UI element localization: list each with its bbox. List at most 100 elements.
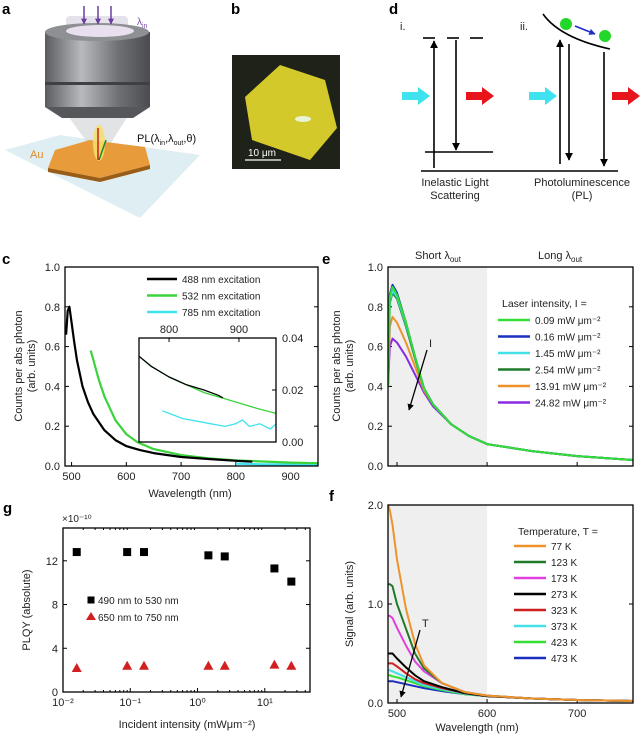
data-point-square [220,552,229,561]
relaxation-arrow-icon [574,25,596,35]
legend-label: 273 K [551,590,577,601]
x-tick-label: 600 [478,708,496,720]
data-point-square [287,577,296,586]
inset-series-line [161,410,276,430]
objective-tip [45,107,150,118]
carrier-icon [560,18,572,30]
legend-label: 473 K [551,654,577,665]
chart-c: 500 600 700 800 900 0.0 0.2 0.4 0.6 0.8 1.0 Wavelen… [13,262,319,500]
shaded-region [388,505,488,703]
plot-frame [64,266,319,467]
x-tick-label: 10⁻² [52,697,74,709]
x-axis-label: Wavelength (nm) [435,722,518,734]
y-tick-label: 0.0 [45,461,60,473]
legend-marker-triangle [86,612,96,620]
y-tick-label: 0.04 [282,333,303,345]
band-curve [542,13,611,50]
emitted-light-arrow-icon [612,87,640,105]
trend-arrow-icon [407,349,428,411]
legend-title: Laser intensity, I = [502,298,587,310]
panel-a-illustration: λin Au PL(λin,λout,θ) [5,6,200,218]
data-point-triangle [71,662,82,672]
chart-e: 0.0 0.2 0.4 0.6 0.8 1.0 Counts per abs photon(… [331,250,634,473]
x-tick-label: 10¹ [257,697,273,709]
laser-spot [295,116,311,122]
legend-label: 785 nm excitation [182,308,260,319]
diagram-ii-label: ii. [520,21,528,33]
pl-label: PL(λin,λout,θ) [137,133,196,147]
y-tick-label: 0.4 [45,381,60,393]
y-tick-label: 12 [46,556,58,568]
objective-aperture [66,25,134,37]
y-multiplier: ×10⁻¹⁰ [62,514,92,525]
y-axis-label: Counts per abs photon [13,310,25,421]
y-axis-label: (arb. units) [344,340,356,393]
flake-image [245,65,337,160]
panel-d-diagram: i. ii. Inelastic Light Scattering Photol… [400,13,640,202]
region-label-subscript: out [571,255,583,264]
legend-title: Temperature, T = [518,526,598,538]
panel-letter-f: f [329,488,335,505]
panel-letter-c: c [2,251,10,268]
inset-chart: 800 900 0.00 0.02 0.04 [138,324,303,449]
data-point-square [72,548,81,557]
panel-letter-g: g [3,500,12,517]
scattered-light-arrow-icon [466,87,494,105]
data-point-triangle [203,660,214,670]
y-tick-label: 2.0 [368,500,383,512]
panel-letter-e: e [322,251,330,268]
legend-label: 24.82 mW μm⁻² [535,399,607,410]
x-tick-label: 900 [281,471,299,483]
y-tick-label: 0.6 [368,342,383,354]
legend-label: 373 K [551,622,577,633]
legend-label: 77 K [551,542,572,553]
y-tick-label: 0.2 [45,421,60,433]
legend-label: 13.91 mW μm⁻² [535,382,607,393]
y-tick-label: 0.2 [368,421,383,433]
incident-light-arrow-icon [529,87,557,105]
x-tick-label: 10⁻¹ [119,697,141,709]
legend-marker-square [87,596,95,604]
legend-label: 490 nm to 530 nm [98,596,179,607]
legend-label: 423 K [551,638,577,649]
panel-letter-d: d [389,1,398,18]
pl-arrow-green-icon [98,139,107,161]
data-point-square [270,564,279,573]
diagram-i-label: i. [400,21,406,33]
panel-b-micrograph: 10 μm [232,55,340,169]
y-tick-label: 1.0 [45,262,60,274]
au-flake-edge [48,165,150,182]
pl-emission-lobe [93,125,105,161]
region-label-text: Short λ [415,250,450,262]
legend-label: 1.45 mW μm⁻² [535,349,601,360]
x-tick-label: 800 [160,324,178,336]
y-tick-label: 0.0 [368,461,383,473]
x-tick-label: 500 [388,708,406,720]
x-tick-label: 900 [230,324,248,336]
y-tick-label: 0 [52,687,58,699]
region-label-short: Short λout [415,250,462,264]
legend-label: 488 nm excitation [182,275,260,286]
shaded-region [388,267,488,466]
panel-letter-b: b [231,1,240,18]
x-axis-label: Incident intensity (mWμm⁻²) [119,719,256,731]
x-tick-label: 600 [117,471,135,483]
inelastic-label-line2: Scattering [430,190,480,202]
data-point-triangle [219,660,230,670]
objective-ring [45,82,150,85]
plot-frame [387,504,634,704]
inset-series-line [139,355,224,399]
data-point-triangle [122,660,133,670]
x-axis-label: Wavelength (nm) [148,488,231,500]
y-tick-label: 0.8 [45,302,60,314]
region-label-subscript: out [450,255,462,264]
legend-label: 173 K [551,574,577,585]
series-line [65,305,253,463]
y-tick-label: 0.00 [282,437,303,449]
y-tick-label: 8 [52,600,58,612]
legend-label: 532 nm excitation [182,292,260,303]
data-point-square [139,548,148,557]
plot-frame [62,527,311,693]
y-axis-label: Counts per abs photon [331,310,343,421]
